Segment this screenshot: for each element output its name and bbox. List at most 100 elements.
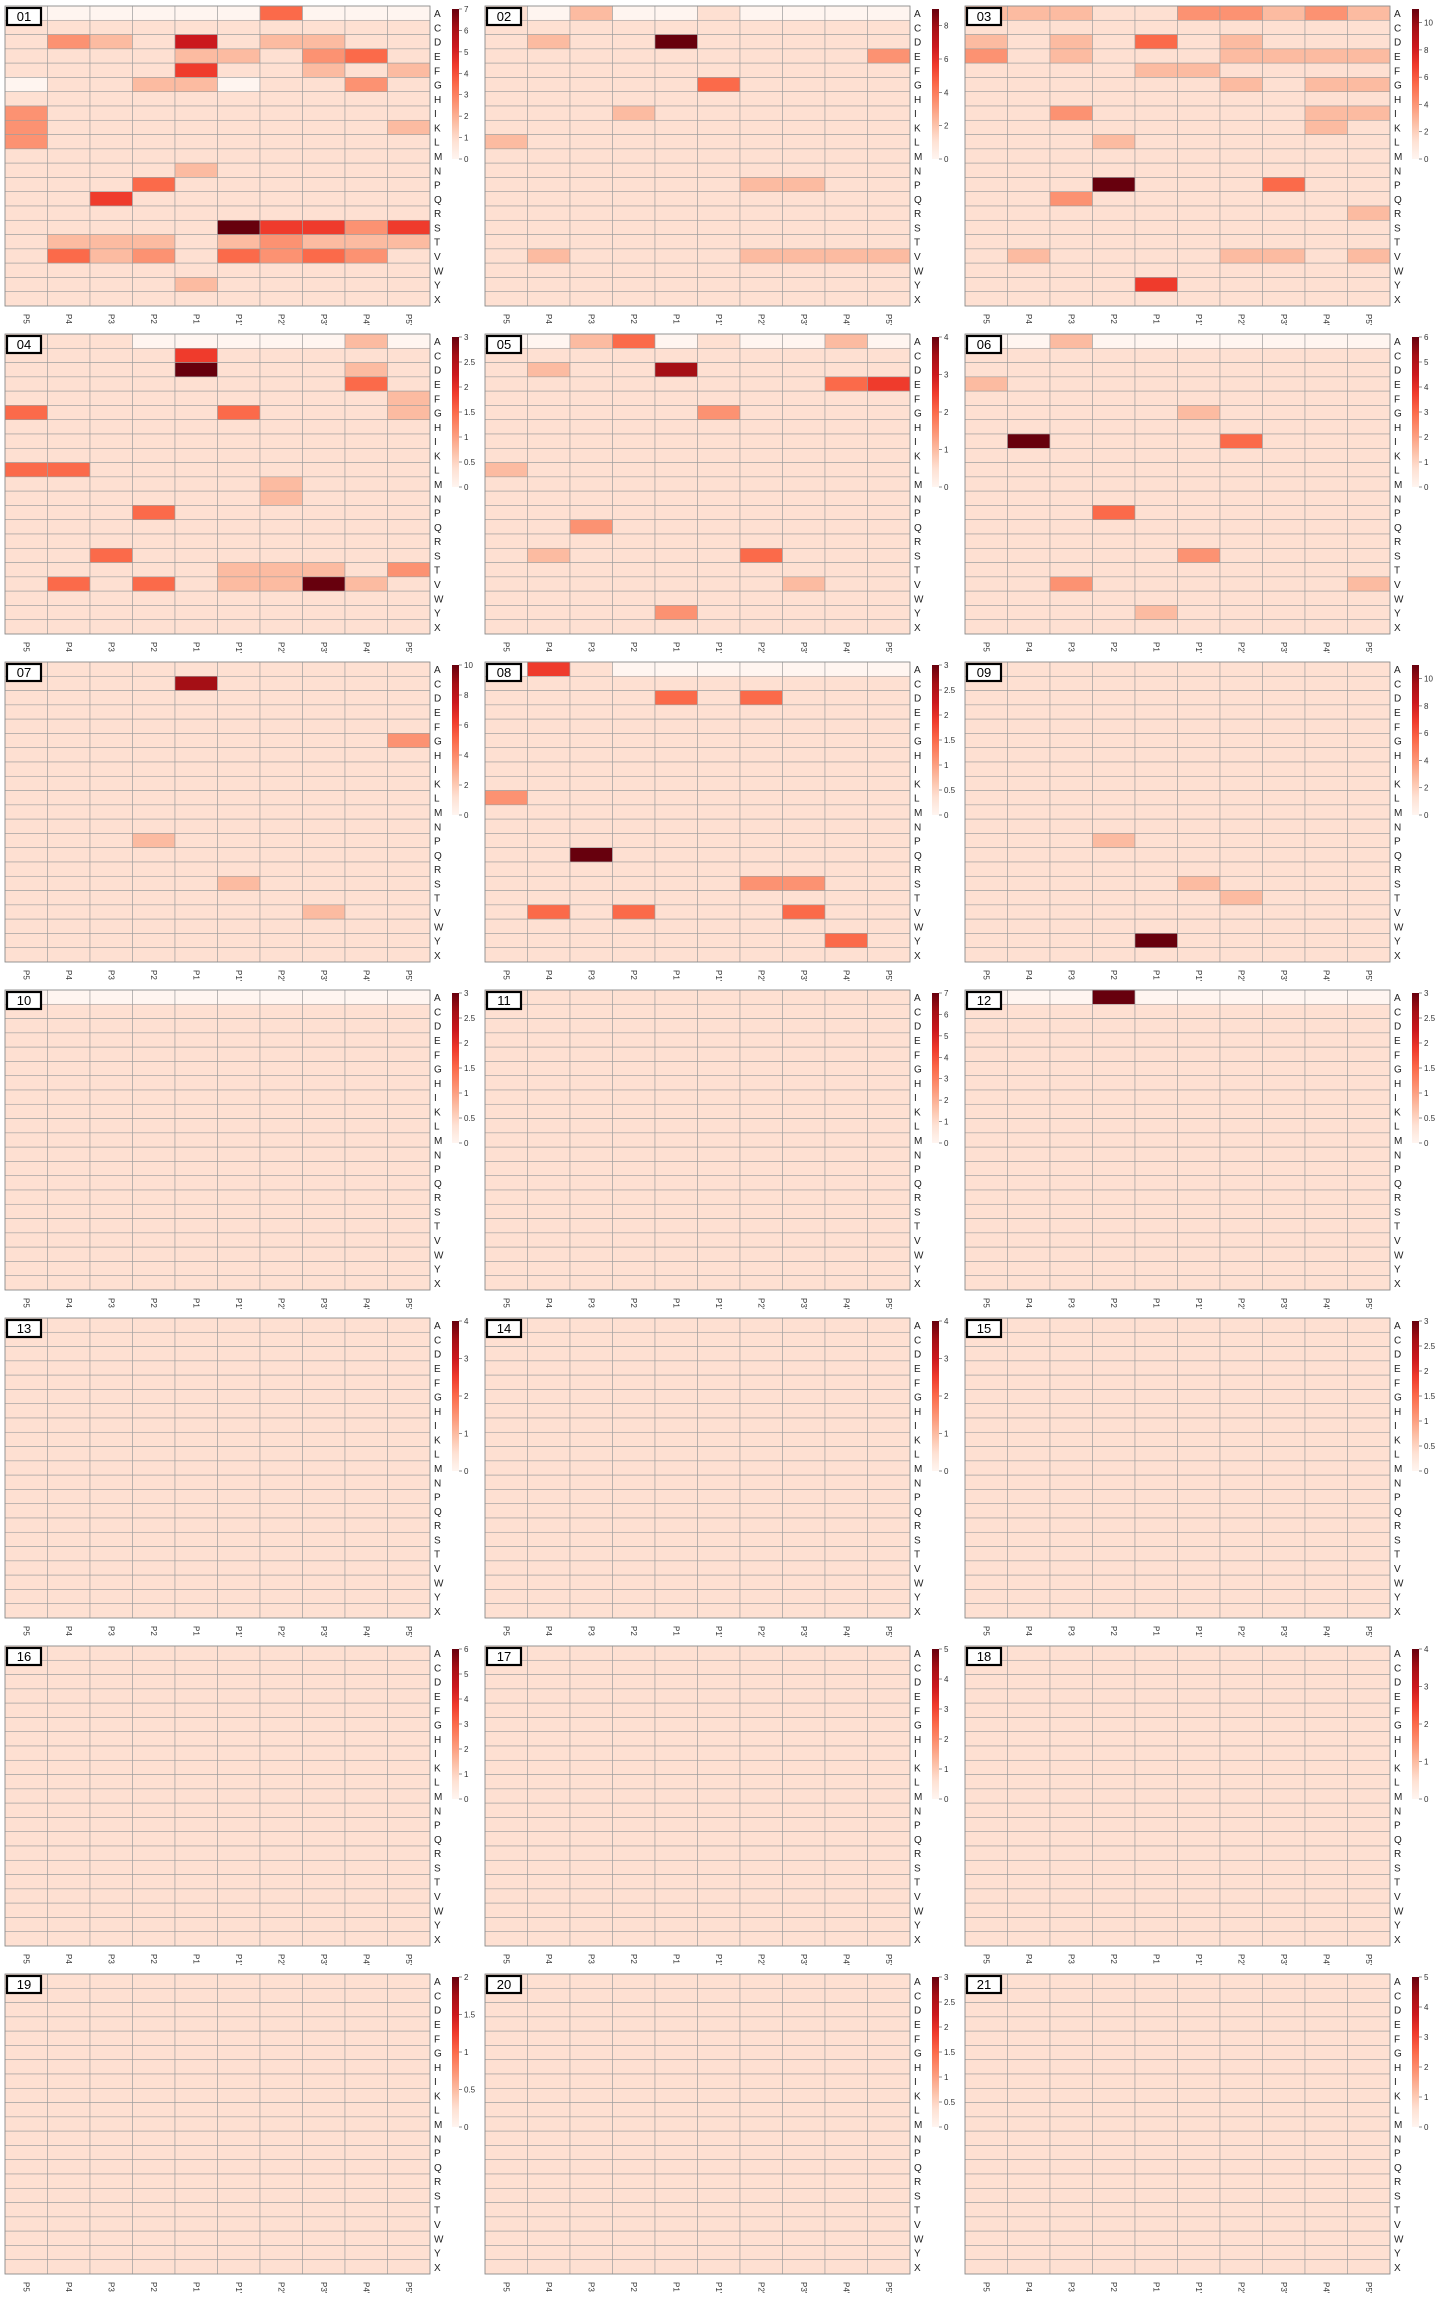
heatmap-cell bbox=[697, 933, 741, 949]
y-tick-label: Y bbox=[434, 1921, 441, 1932]
heatmap-cell bbox=[47, 933, 91, 949]
heatmap-cell bbox=[47, 1674, 91, 1690]
heatmap-cell bbox=[174, 1489, 218, 1505]
heatmap-cell bbox=[1177, 847, 1221, 863]
heatmap-cell bbox=[1262, 690, 1306, 706]
colorbar-tick-label: 8 bbox=[1424, 702, 1429, 711]
heatmap-cell bbox=[824, 661, 868, 677]
y-tick-label: N bbox=[1394, 166, 1401, 177]
heatmap-cell bbox=[1007, 890, 1051, 906]
heatmap-cell bbox=[569, 1118, 613, 1134]
heatmap-cell bbox=[1007, 775, 1051, 791]
heatmap-cell bbox=[697, 1161, 741, 1177]
heatmap-cell bbox=[1347, 1845, 1391, 1861]
heatmap-cell bbox=[302, 462, 346, 478]
heatmap-cell bbox=[782, 1431, 826, 1447]
heatmap-cell bbox=[1304, 733, 1348, 749]
heatmap-cell bbox=[1177, 1717, 1221, 1733]
heatmap-cell bbox=[344, 675, 388, 691]
heatmap-cell bbox=[132, 1075, 176, 1091]
heatmap-cell bbox=[739, 2002, 783, 2018]
heatmap-cell bbox=[132, 804, 176, 820]
heatmap-cell bbox=[782, 91, 826, 107]
heatmap-cell bbox=[569, 804, 613, 820]
heatmap-cell bbox=[1347, 476, 1391, 492]
heatmap-cell bbox=[47, 2202, 91, 2218]
heatmap-cell bbox=[697, 619, 741, 635]
colorbar-tick-label: 6 bbox=[1424, 73, 1429, 82]
x-tick-label: P4 bbox=[1024, 1954, 1033, 1964]
heatmap-cell bbox=[4, 262, 48, 278]
colorbar bbox=[452, 1649, 459, 1799]
heatmap-cell bbox=[89, 333, 133, 349]
heatmap-cell bbox=[697, 1917, 741, 1933]
heatmap-cell bbox=[174, 2116, 218, 2132]
heatmap-cell bbox=[1049, 433, 1093, 449]
heatmap-cell bbox=[259, 1831, 303, 1847]
heatmap-cell bbox=[259, 1146, 303, 1162]
heatmap-cell bbox=[739, 1061, 783, 1077]
heatmap-cell bbox=[697, 91, 741, 107]
heatmap-cell bbox=[527, 62, 571, 78]
heatmap-cell bbox=[1347, 1032, 1391, 1048]
heatmap-cell bbox=[89, 1917, 133, 1933]
heatmap-cell bbox=[1262, 1717, 1306, 1733]
x-tick-label: P5' bbox=[404, 1298, 413, 1310]
heatmap-cell bbox=[4, 1802, 48, 1818]
heatmap-cell bbox=[1049, 1403, 1093, 1419]
heatmap-cell bbox=[1049, 177, 1093, 193]
heatmap-cell bbox=[867, 1788, 911, 1804]
heatmap-cell bbox=[867, 989, 911, 1005]
heatmap-cell bbox=[1134, 775, 1178, 791]
heatmap-cell bbox=[654, 875, 698, 891]
heatmap-cell bbox=[387, 1845, 431, 1861]
heatmap-cell bbox=[782, 1261, 826, 1277]
heatmap-cell bbox=[484, 1831, 528, 1847]
heatmap-cell bbox=[344, 1688, 388, 1704]
heatmap-cell bbox=[964, 1232, 1008, 1248]
heatmap-cell bbox=[1177, 619, 1221, 635]
colorbar-tick-label: 8 bbox=[1424, 46, 1429, 55]
heatmap-cell bbox=[612, 1774, 656, 1790]
y-tick-label: L bbox=[1394, 1122, 1400, 1133]
heatmap-cell bbox=[1092, 1275, 1136, 1291]
heatmap-cell bbox=[739, 1489, 783, 1505]
heatmap-cell bbox=[654, 1560, 698, 1576]
heatmap-cell bbox=[387, 2230, 431, 2246]
heatmap-cell bbox=[387, 105, 431, 121]
heatmap-cell bbox=[4, 704, 48, 720]
heatmap-cell bbox=[47, 2102, 91, 2118]
heatmap-cell bbox=[484, 1931, 528, 1947]
y-tick-label: D bbox=[434, 2006, 441, 2017]
heatmap-cell bbox=[964, 1688, 1008, 1704]
heatmap-cell bbox=[1007, 1603, 1051, 1619]
heatmap-cell bbox=[174, 1061, 218, 1077]
heatmap-cell bbox=[1134, 1061, 1178, 1077]
heatmap-cell bbox=[1092, 1389, 1136, 1405]
heatmap-cell bbox=[47, 1745, 91, 1761]
heatmap-cell bbox=[1347, 1417, 1391, 1433]
heatmap-cell bbox=[739, 1146, 783, 1162]
heatmap-cell bbox=[174, 1774, 218, 1790]
heatmap-cell bbox=[174, 2130, 218, 2146]
heatmap-cell bbox=[344, 690, 388, 706]
heatmap-cell bbox=[47, 1931, 91, 1947]
y-tick-label: Q bbox=[434, 195, 442, 206]
heatmap-cell bbox=[344, 362, 388, 378]
heatmap-cell bbox=[782, 1317, 826, 1333]
heatmap-cell bbox=[132, 105, 176, 121]
heatmap-cell bbox=[302, 277, 346, 293]
heatmap-cell bbox=[1347, 1118, 1391, 1134]
heatmap-cell bbox=[697, 1731, 741, 1747]
heatmap-cell bbox=[259, 376, 303, 392]
heatmap-cell bbox=[782, 1987, 826, 2003]
heatmap-cell bbox=[217, 1161, 261, 1177]
heatmap-cell bbox=[89, 861, 133, 877]
heatmap-cell bbox=[569, 248, 613, 264]
heatmap-cell bbox=[217, 1731, 261, 1747]
heatmap-cell bbox=[1049, 1175, 1093, 1191]
heatmap-cell bbox=[1092, 1431, 1136, 1447]
heatmap-cell bbox=[259, 2145, 303, 2161]
heatmap-cell bbox=[1007, 1831, 1051, 1847]
heatmap-cell bbox=[964, 291, 1008, 307]
